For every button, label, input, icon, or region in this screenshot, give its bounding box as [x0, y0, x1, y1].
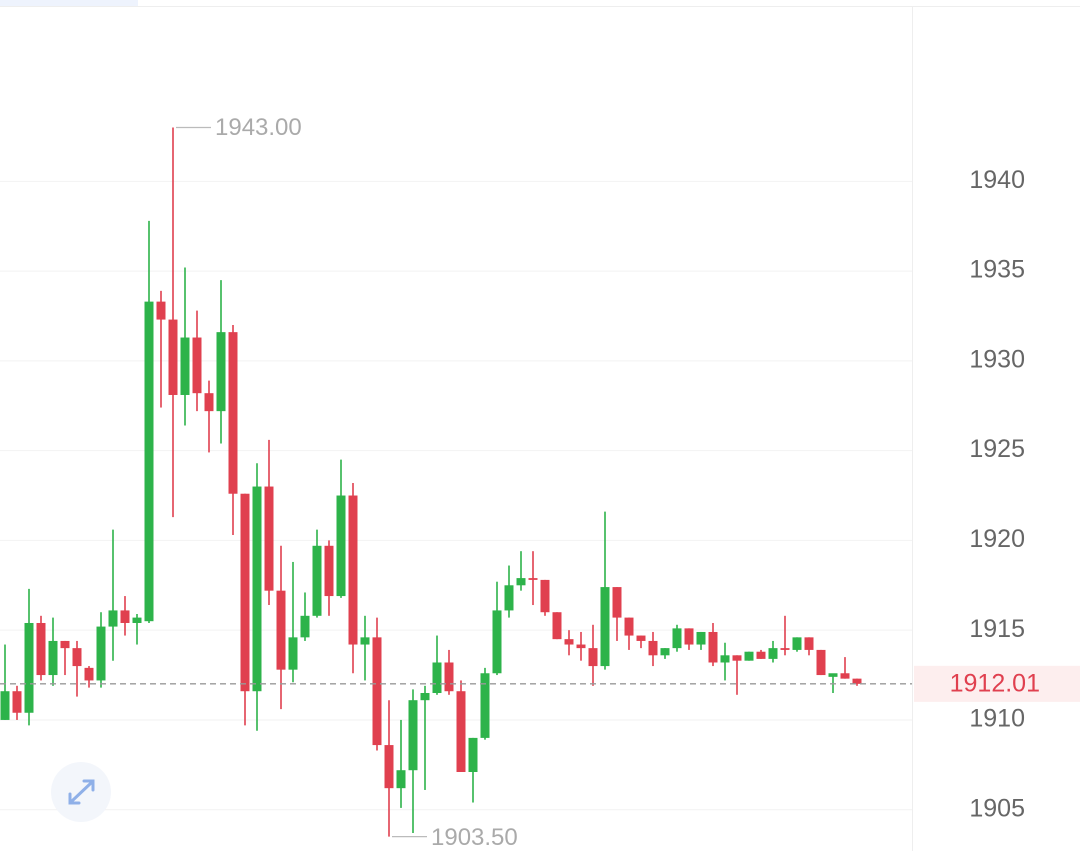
candle-body	[228, 332, 238, 494]
candle-body	[492, 610, 502, 674]
candle-body	[132, 617, 142, 623]
last-price-label: 1912.01	[950, 669, 1040, 697]
y-tick-label: 1935	[969, 256, 1025, 284]
y-tick-label: 1910	[969, 705, 1025, 733]
candle-body	[504, 585, 514, 611]
candle-body	[84, 667, 94, 681]
candle-body	[684, 628, 694, 645]
y-tick-label: 1930	[969, 345, 1025, 373]
candle-body	[648, 640, 658, 656]
y-tick-label: 1920	[969, 525, 1025, 553]
candle-body	[372, 637, 382, 746]
candle-body	[744, 651, 754, 661]
candle-body	[324, 545, 334, 597]
candle-body	[276, 590, 286, 670]
expand-icon[interactable]	[68, 779, 95, 805]
candle-body	[720, 655, 730, 663]
candle-body	[780, 648, 790, 650]
candle-body	[288, 637, 298, 670]
expand-button[interactable]	[51, 762, 111, 822]
candle-body	[612, 587, 622, 618]
candle-body	[180, 337, 190, 395]
candle-body	[120, 610, 130, 623]
candle-body	[456, 691, 466, 773]
candle-body	[768, 648, 778, 659]
candle-body	[756, 651, 766, 659]
candle-body	[192, 337, 202, 394]
candle-body	[828, 673, 838, 677]
candle-body	[528, 578, 538, 580]
last-price-box	[914, 665, 1080, 702]
candle-body	[48, 640, 58, 676]
candle-body	[432, 662, 442, 694]
candle-body	[396, 770, 406, 789]
low-label: 1903.50	[431, 824, 518, 851]
candle-body	[840, 673, 850, 679]
candle-body	[552, 612, 562, 640]
candle-body	[708, 631, 718, 663]
candle-body	[576, 644, 586, 649]
tab-bar	[0, 0, 138, 6]
y-tick-label: 1940	[969, 166, 1025, 194]
candle-body	[252, 486, 262, 692]
candle-body	[360, 637, 370, 645]
candle-body	[204, 393, 214, 412]
candle-body	[240, 493, 250, 692]
candle-body	[636, 635, 646, 641]
candle-body	[444, 662, 454, 692]
candle-body	[60, 640, 70, 649]
candle-body	[420, 693, 430, 701]
candle-body	[624, 617, 634, 636]
candle-body	[144, 301, 154, 622]
candle-body	[156, 301, 166, 320]
candle-body	[660, 648, 670, 656]
candle-body	[816, 649, 826, 676]
candle-body	[384, 745, 394, 789]
candle-body	[108, 610, 118, 627]
candle-body	[852, 678, 862, 684]
candle-body	[300, 615, 310, 638]
y-tick-label: 1925	[969, 435, 1025, 463]
candle-body	[336, 495, 346, 597]
candle-body	[312, 545, 322, 616]
candle-body	[168, 319, 178, 395]
candle-body	[696, 631, 706, 645]
candle-body	[24, 622, 34, 713]
candle-body	[36, 622, 46, 676]
candle-body	[792, 637, 802, 650]
candle-body	[264, 486, 274, 591]
plot-area: 1905 1910 1915 1920 1925 1930 1935 1940 1943.00 1…	[0, 114, 1080, 851]
candle-body	[216, 332, 226, 412]
candle-body	[564, 639, 574, 645]
candle-body	[72, 648, 82, 667]
candle-body	[480, 673, 490, 738]
candle-body	[12, 691, 22, 713]
candle-body	[672, 628, 682, 649]
candle-body	[588, 648, 598, 667]
candle-body	[732, 655, 742, 661]
candle-body	[408, 700, 418, 771]
candle-body	[0, 691, 10, 720]
high-label: 1943.00	[215, 114, 302, 141]
candle-body	[600, 587, 610, 667]
candle-body	[516, 578, 526, 586]
candle-body	[348, 495, 358, 645]
candle-body	[96, 626, 106, 681]
candle-body	[468, 737, 478, 773]
candle-body	[540, 579, 550, 613]
candle-body	[804, 637, 814, 650]
y-tick-label: 1905	[969, 794, 1025, 822]
y-tick-label: 1915	[969, 615, 1025, 643]
